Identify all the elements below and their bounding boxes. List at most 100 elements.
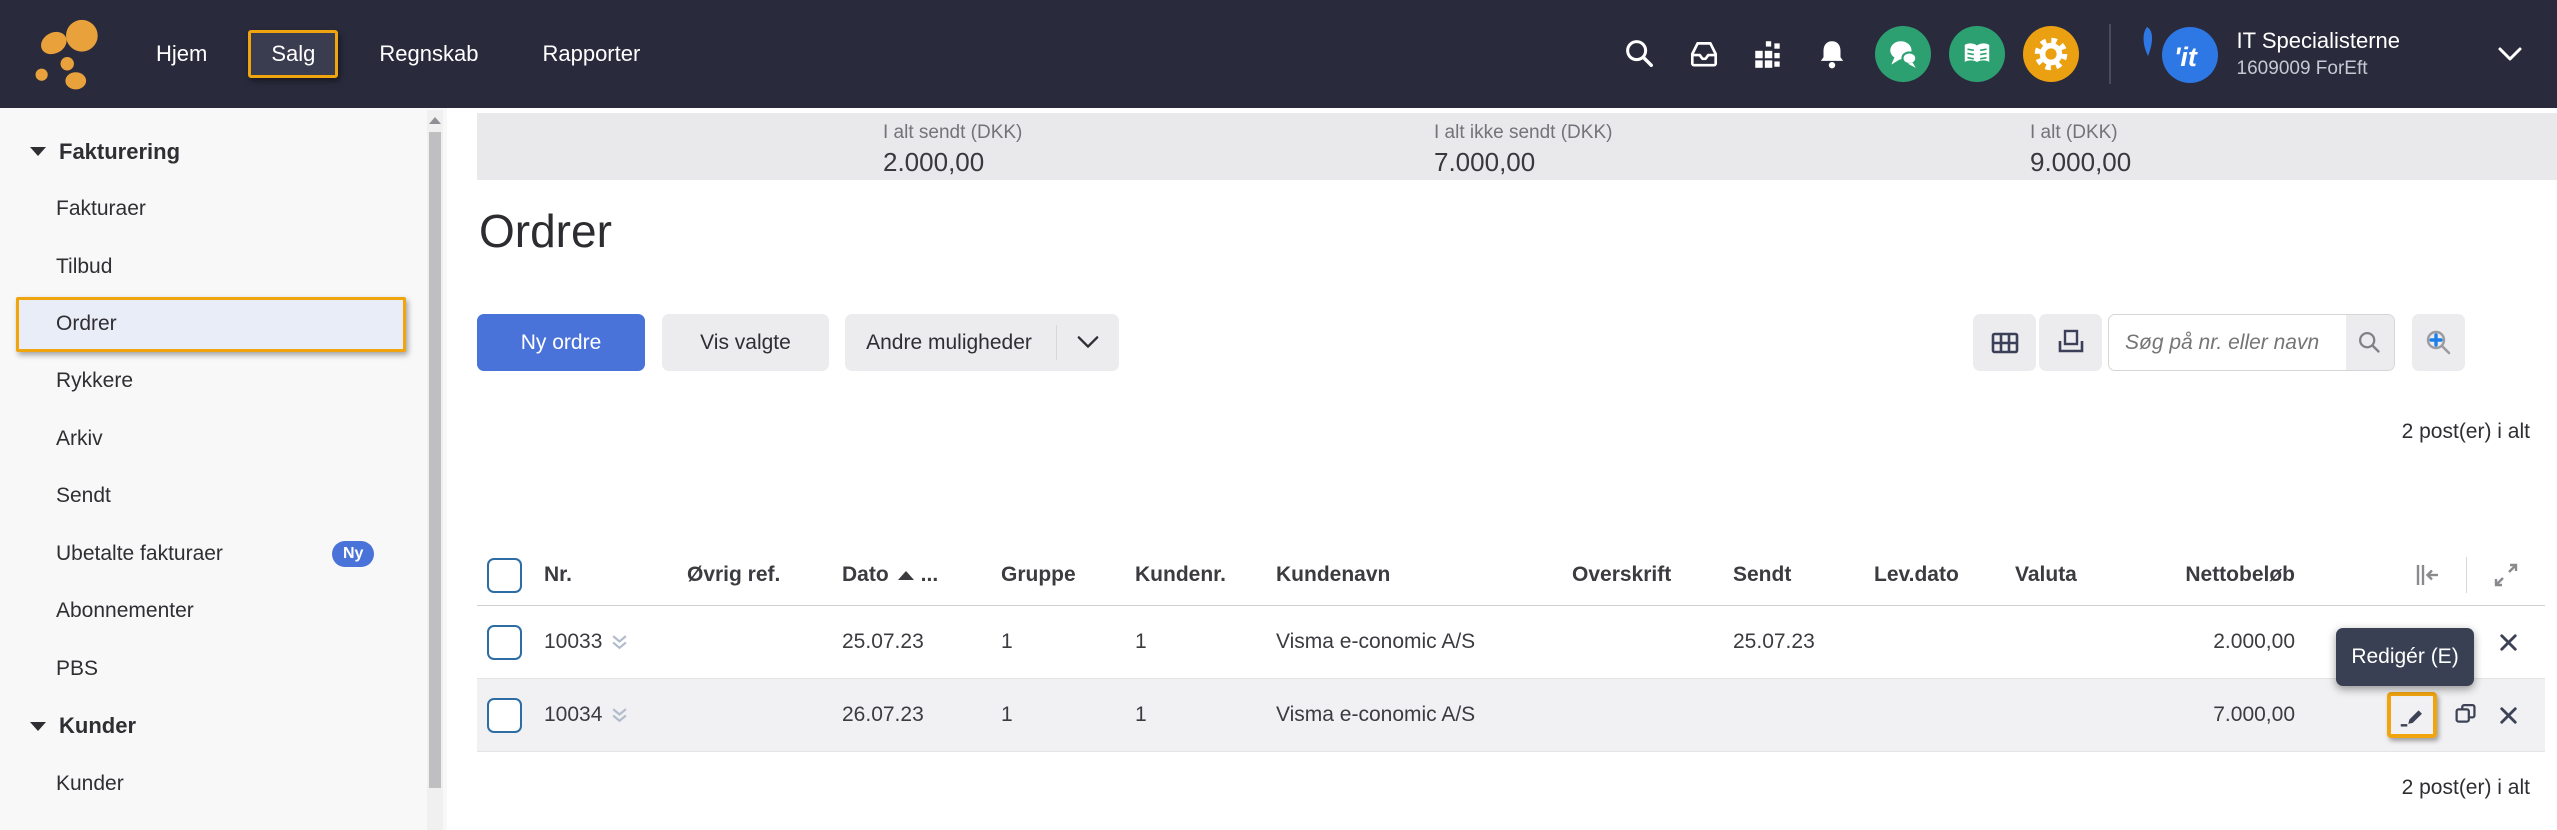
- expand-row-icon[interactable]: [611, 634, 628, 651]
- delete-button[interactable]: [2495, 629, 2522, 656]
- cell-dato: 25.07.23: [842, 630, 1001, 654]
- cell-nettobelob: 2.000,00: [2146, 630, 2328, 654]
- column-header-valuta[interactable]: Valuta: [2015, 563, 2146, 587]
- page-title: Ordrer: [479, 205, 612, 257]
- settings-button[interactable]: [2022, 26, 2079, 82]
- inbox-button[interactable]: [1679, 29, 1729, 79]
- new-badge: Ny: [332, 540, 375, 567]
- nav-item-salg[interactable]: Salg: [248, 30, 339, 78]
- sidebar-item-label: Tilbud: [56, 254, 113, 278]
- column-header-ovrig_ref[interactable]: Øvrig ref.: [687, 563, 842, 587]
- apps-button[interactable]: [1743, 29, 1793, 79]
- sidebar-item-abonnementer[interactable]: Abonnementer: [0, 583, 447, 641]
- top-navbar: Hjem Salg Regnskab Rapporter: [0, 0, 2557, 108]
- column-label: Valuta: [2015, 563, 2077, 586]
- chevron-down-icon[interactable]: [1075, 331, 1101, 353]
- table-row[interactable]: 10033 25.07.23 1 1 Visma e-conomic A/S 25.07.…: [477, 606, 2545, 679]
- column-label: Lev.dato: [1874, 563, 1959, 586]
- cell-kundenr: 1: [1135, 703, 1276, 727]
- account-name: IT Specialisterne: [2236, 28, 2400, 53]
- cell-value: 10034: [544, 703, 603, 726]
- help-docs-button[interactable]: [1948, 26, 2005, 82]
- scrollbar-thumb[interactable]: [429, 132, 441, 788]
- column-header-overskrift[interactable]: Overskrift: [1572, 563, 1733, 587]
- nav-item-regnskab[interactable]: Regnskab: [379, 41, 479, 66]
- column-header-nettobelob[interactable]: Nettobeløb: [2146, 563, 2328, 587]
- column-header-nr[interactable]: Nr.: [544, 563, 687, 587]
- sidebar-section-kunder[interactable]: Kunder: [0, 698, 447, 756]
- cell-value: Visma e-conomic A/S: [1276, 630, 1476, 653]
- sidebar-item-rykkere[interactable]: Rykkere: [0, 353, 447, 411]
- sidebar-item-sendt[interactable]: Sendt: [0, 468, 447, 526]
- table-body: 10033 25.07.23 1 1 Visma e-conomic A/S 25.07.…: [477, 606, 2545, 752]
- chevron-down-icon[interactable]: [2495, 42, 2525, 66]
- search-button[interactable]: [1615, 29, 1665, 79]
- new-order-button[interactable]: Ny ordre: [477, 314, 645, 371]
- bell-icon: [1820, 41, 1843, 69]
- sidebar-item-ordrer[interactable]: Ordrer: [16, 296, 406, 352]
- column-header-gruppe[interactable]: Gruppe: [1001, 563, 1135, 587]
- sidebar-item-label: PBS: [56, 656, 99, 680]
- edit-button[interactable]: [2387, 692, 2437, 738]
- row-actions-cell: [2328, 629, 2545, 656]
- chat-support-button[interactable]: [1874, 26, 1931, 82]
- totals-summary-bar: I alt sendt (DKK) 2.000,00 I alt ikke send…: [477, 113, 2557, 180]
- open-book-icon: [1964, 43, 1989, 62]
- collapse-triangle-icon: [30, 147, 46, 157]
- sidebar-item-fakturaer[interactable]: Fakturaer: [0, 181, 447, 239]
- fullscreen-button[interactable]: [2490, 559, 2522, 591]
- nav-item-hjem[interactable]: Hjem: [156, 41, 208, 66]
- table-row[interactable]: 10034 26.07.23 1 1 Visma e-conomic A/S 7.000,…: [477, 679, 2545, 752]
- more-options-button[interactable]: Andre muligheder: [845, 314, 1119, 371]
- sidebar-item-kunder[interactable]: Kunder: [0, 755, 447, 813]
- column-header-kundenr[interactable]: Kundenr.: [1135, 563, 1276, 587]
- sidebar-item-label: Ordrer: [56, 312, 117, 335]
- column-label: Sendt: [1733, 563, 1792, 586]
- advanced-search-button[interactable]: [2412, 314, 2465, 371]
- scrollbar-up-arrow-icon[interactable]: [429, 117, 441, 124]
- visma-economic-logo-icon[interactable]: [25, 15, 107, 93]
- sidebar-item-label: Abonnementer: [56, 599, 194, 623]
- expand-row-icon[interactable]: [611, 707, 628, 724]
- nav-item-rapporter[interactable]: Rapporter: [542, 41, 641, 66]
- search-submit-button[interactable]: [2346, 315, 2394, 370]
- inbox-icon: [1690, 42, 1717, 67]
- collapse-columns-button[interactable]: [2411, 559, 2443, 591]
- sidebar-scrollbar[interactable]: [427, 110, 443, 830]
- chat-bubbles-icon: [1889, 41, 1917, 68]
- select-all-checkbox[interactable]: [487, 557, 522, 593]
- sidebar-item-label: Arkiv: [56, 426, 103, 450]
- delete-button[interactable]: [2495, 702, 2522, 729]
- sort-ascending-icon: [897, 570, 914, 580]
- row-checkbox[interactable]: [487, 624, 522, 660]
- search-input[interactable]: [2109, 315, 2346, 370]
- column-header-kundenavn[interactable]: Kundenavn: [1276, 563, 1572, 587]
- column-label: Nr.: [544, 563, 573, 586]
- summary-stat: I alt sendt (DKK) 2.000,00: [883, 122, 1022, 178]
- sidebar-item-ubetalte-fakturaer[interactable]: Ubetalte fakturaer Ny: [0, 525, 447, 583]
- show-selected-button[interactable]: Vis valgte: [662, 314, 829, 371]
- row-checkbox[interactable]: [487, 697, 522, 733]
- cell-sendt: 25.07.23: [1733, 630, 1874, 654]
- cell-value: 2.000,00: [2213, 630, 2295, 653]
- button-divider: [1056, 325, 1057, 360]
- cell-value: 1: [1135, 703, 1147, 726]
- table-view-button[interactable]: [1973, 314, 2036, 371]
- column-label: Nettobeløb: [2185, 563, 2295, 586]
- magnifier-plus-icon: [2426, 330, 2450, 354]
- column-header-dato[interactable]: Dato...: [842, 563, 1001, 587]
- cell-value: 25.07.23: [1733, 630, 1815, 653]
- sidebar-item-arkiv[interactable]: Arkiv: [0, 410, 447, 468]
- account-menu[interactable]: 'it IT Specialisterne 1609009 ForEft: [2137, 23, 2525, 85]
- copy-button[interactable]: [2451, 700, 2481, 730]
- sidebar-item-tilbud[interactable]: Tilbud: [0, 238, 447, 296]
- navbar-divider: [2108, 24, 2111, 84]
- column-header-levdato[interactable]: Lev.dato: [1874, 563, 2015, 587]
- column-header-sendt[interactable]: Sendt: [1733, 563, 1874, 587]
- notifications-button[interactable]: [1807, 29, 1857, 79]
- summary-stat-value: 2.000,00: [883, 147, 985, 177]
- sidebar-item-label: Sendt: [56, 484, 111, 508]
- print-button[interactable]: [2039, 314, 2102, 371]
- sidebar-item-pbs[interactable]: PBS: [0, 640, 447, 698]
- sidebar-section-fakturering[interactable]: Fakturering: [0, 123, 447, 181]
